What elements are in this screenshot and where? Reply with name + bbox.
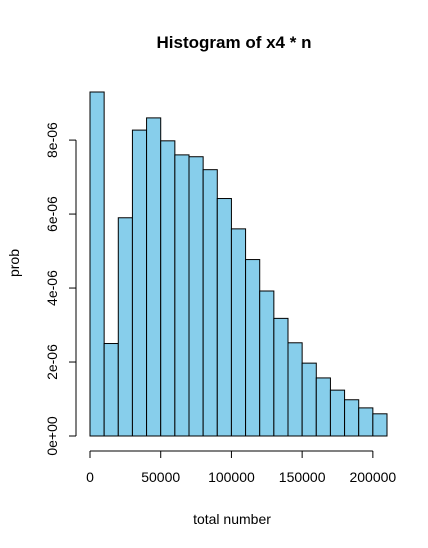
histogram-bar bbox=[160, 140, 176, 437]
y-tick-label: 8e-06 bbox=[44, 122, 60, 158]
x-axis-label: total number bbox=[193, 511, 271, 527]
histogram-bar bbox=[89, 91, 105, 437]
histogram-bar bbox=[131, 129, 148, 437]
histogram-bar bbox=[117, 217, 133, 437]
histogram-bar bbox=[103, 343, 119, 437]
x-tick-label: 0 bbox=[86, 469, 94, 485]
bars-group bbox=[89, 91, 388, 437]
y-tick-label: 0e+00 bbox=[44, 416, 60, 456]
histogram-bar bbox=[230, 228, 247, 437]
y-tick-label: 2e-06 bbox=[44, 344, 60, 380]
x-tick-label: 200000 bbox=[349, 469, 396, 485]
x-tick-label: 100000 bbox=[208, 469, 255, 485]
x-tick-label: 150000 bbox=[279, 469, 326, 485]
x-tick-label: 50000 bbox=[141, 469, 180, 485]
y-axis-label: prob bbox=[6, 249, 22, 277]
histogram-bar bbox=[202, 169, 218, 437]
histogram-bar bbox=[245, 259, 261, 437]
histogram-bar bbox=[216, 198, 232, 437]
y-axis: 0e+00 2e-06 4e-06 6e-06 8e-06 bbox=[44, 122, 77, 456]
histogram-bar bbox=[372, 413, 388, 437]
histogram-bar bbox=[146, 117, 162, 437]
histogram-bar bbox=[174, 154, 190, 437]
histogram-bar bbox=[329, 389, 346, 437]
histogram-bar bbox=[273, 317, 289, 437]
y-tick-label: 6e-06 bbox=[44, 196, 60, 232]
histogram-bar bbox=[287, 342, 303, 437]
histogram-bar bbox=[301, 362, 317, 437]
chart-title: Histogram of x4 * n bbox=[157, 33, 312, 52]
histogram-bar bbox=[344, 399, 360, 437]
histogram-bar bbox=[315, 377, 331, 437]
histogram-bar bbox=[188, 156, 204, 437]
histogram-bar bbox=[259, 290, 275, 437]
histogram-bar bbox=[358, 407, 374, 437]
y-tick-label: 4e-06 bbox=[44, 270, 60, 306]
x-axis: 0 50000 100000 150000 200000 bbox=[86, 450, 396, 485]
